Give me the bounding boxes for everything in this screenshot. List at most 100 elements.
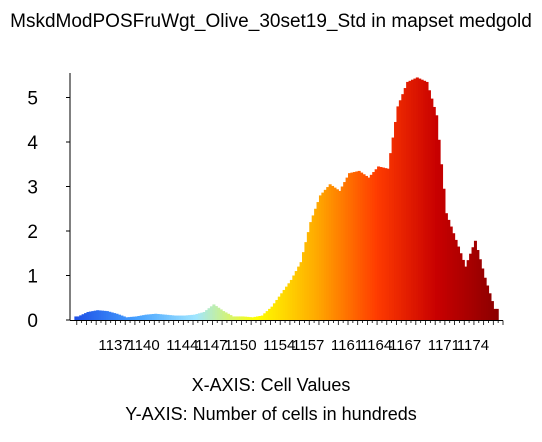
histogram-bar-147	[430, 98, 434, 320]
histogram-bar-33	[154, 313, 158, 320]
histogram-bar-25	[134, 316, 138, 320]
histogram-bar-23	[130, 316, 134, 320]
histogram-bar-3	[81, 314, 85, 320]
histogram-bar-95	[304, 242, 308, 321]
histogram-bar-63	[226, 313, 230, 320]
histogram-bar-17	[115, 313, 119, 320]
histogram-bar-15	[110, 312, 114, 320]
histogram-bar-32	[151, 313, 155, 320]
y-tick-label: 0	[27, 311, 38, 332]
histogram-bar-107	[333, 187, 337, 320]
histogram-bar-164	[471, 247, 475, 320]
chart-title: MskdModPOSFruWgt_Olive_30set19_Std in ma…	[10, 11, 532, 32]
histogram-bar-34	[156, 313, 160, 320]
histogram-bar-55	[207, 308, 211, 320]
histogram-bar-81	[270, 306, 274, 320]
histogram-bar-26	[137, 316, 141, 320]
y-axis: 0 1 2 3 4 5	[27, 73, 71, 332]
histogram-bar-98	[311, 215, 315, 320]
histogram-bar-14	[108, 311, 112, 320]
y-tick-label: 1	[27, 267, 38, 288]
histogram-bar-61	[222, 311, 226, 320]
histogram-bar-132	[394, 121, 398, 320]
histogram-bar-21	[125, 317, 129, 320]
histogram-bar-71	[246, 316, 250, 320]
y-tick-label: 5	[27, 89, 38, 110]
histogram-bars	[74, 77, 499, 321]
histogram-bar-113	[348, 173, 352, 320]
histogram-bar-18	[117, 314, 121, 320]
histogram-bar-126	[379, 167, 383, 320]
x-tick-label: 1157	[292, 337, 324, 354]
histogram-bar-77	[260, 315, 264, 320]
histogram-bar-6	[88, 311, 92, 320]
histogram-bar-41	[173, 315, 177, 320]
x-tick-label: 1140	[127, 337, 159, 354]
histogram-bar-169	[483, 277, 487, 320]
histogram-bar-159	[459, 253, 463, 320]
histogram-bar-52	[200, 312, 204, 320]
histogram-bar-10	[98, 310, 102, 320]
histogram-bar-138	[408, 80, 412, 320]
x-tick-label: 1161	[331, 337, 363, 354]
x-tick-label: 1150	[224, 337, 256, 354]
histogram-bar-149	[435, 115, 439, 320]
histogram-bar-156	[452, 233, 456, 320]
histogram-bar-76	[258, 316, 262, 320]
histogram-bar-120	[364, 175, 368, 320]
histogram-bar-134	[398, 100, 402, 320]
y-tick-label: 2	[27, 222, 38, 243]
histogram-bar-145	[425, 81, 429, 321]
y-tick-label: 4	[27, 133, 38, 154]
histogram-bar-62	[224, 312, 228, 320]
x-tick-label: 1167	[389, 337, 421, 354]
histogram-bar-40	[171, 315, 175, 320]
histogram-bar-163	[469, 253, 473, 320]
histogram-bar-50	[195, 313, 199, 320]
histogram-bar-144	[423, 80, 427, 320]
histogram-bar-166	[476, 250, 480, 320]
histogram-bar-172	[490, 301, 494, 320]
histogram-bar-75	[255, 316, 260, 320]
histogram-bar-117	[357, 170, 361, 320]
histogram-bar-109	[338, 190, 342, 320]
histogram-bar-123	[372, 172, 376, 320]
histogram-bar-74	[253, 316, 257, 320]
histogram-bar-157	[454, 239, 458, 320]
histogram-bar-38	[166, 314, 170, 320]
histogram-bar-47	[188, 315, 192, 320]
histogram-bar-70	[243, 316, 247, 320]
histogram-bar-140	[413, 78, 417, 320]
histogram-bar-56	[209, 306, 213, 320]
histogram-bar-114	[350, 172, 354, 320]
x-tick-label: 1147	[195, 337, 227, 354]
histogram-bar-37	[163, 314, 167, 320]
histogram-bar-91	[294, 271, 298, 320]
histogram-bar-87	[285, 286, 289, 321]
histogram-bar-7	[91, 311, 95, 320]
histogram-bar-80	[268, 308, 272, 321]
histogram-bar-16	[113, 313, 117, 320]
histogram-bar-173	[493, 308, 497, 321]
histogram-bar-0	[74, 316, 78, 320]
histogram-bar-104	[326, 187, 330, 320]
histogram-bar-29	[144, 314, 148, 320]
histogram-bar-12	[103, 310, 107, 320]
histogram-bar-125	[377, 166, 381, 320]
y-axis-label: Y-AXIS: Number of cells in hundreds	[125, 404, 416, 424]
histogram-bar-131	[391, 137, 395, 320]
histogram-bar-89	[289, 279, 293, 320]
histogram-bar-72	[248, 317, 252, 320]
histogram-bar-43	[178, 315, 182, 320]
x-tick-label: 1144	[166, 337, 198, 354]
histogram-bar-170	[486, 285, 490, 320]
histogram-bar-135	[401, 94, 405, 320]
histogram-bar-158	[456, 246, 461, 320]
histogram-bar-122	[369, 174, 373, 320]
histogram-bar-82	[272, 303, 276, 320]
histogram-bar-118	[360, 172, 364, 320]
y-tick-label: 3	[27, 178, 38, 199]
histogram-bar-155	[449, 226, 453, 320]
histogram-bar-171	[488, 293, 492, 320]
